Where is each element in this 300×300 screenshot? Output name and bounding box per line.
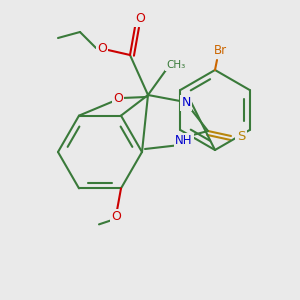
Text: N: N — [181, 97, 191, 110]
Text: O: O — [113, 92, 123, 104]
Text: Br: Br — [213, 44, 226, 56]
Text: O: O — [97, 41, 107, 55]
Text: NH: NH — [175, 134, 193, 148]
Text: S: S — [237, 130, 245, 142]
Text: CH₃: CH₃ — [167, 60, 186, 70]
Text: O: O — [135, 13, 145, 26]
Text: O: O — [111, 210, 121, 223]
